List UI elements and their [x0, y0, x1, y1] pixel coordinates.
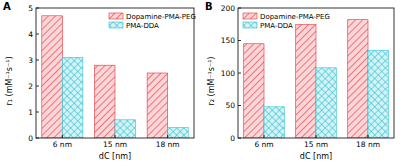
- y-tick-label: 100: [221, 69, 236, 78]
- y-tick-label: 200: [221, 4, 236, 13]
- legend-label: PMA-DDA: [260, 22, 293, 30]
- bar: [168, 128, 189, 138]
- legend-label: Dopamine-PMA-PEG: [126, 13, 196, 21]
- y-tick: [36, 138, 39, 139]
- x-tick-label: 15 nm: [103, 140, 127, 149]
- figure: 0 1 2 3 4 5 6 nm 15 nm 18 nm dC [nm] r₁ (mM⁻¹s⁻¹) A…: [0, 0, 400, 165]
- panel: 0 1 2 3 4 5 6 nm 15 nm 18 nm dC [nm] r₁ (mM⁻¹s⁻¹) A…: [3, 1, 196, 161]
- y-tick-label: 50: [225, 101, 235, 110]
- plot-frame: [36, 8, 194, 138]
- bar: [94, 65, 115, 138]
- y-tick: [238, 40, 241, 41]
- bar: [115, 120, 136, 138]
- legend: Dopamine-PMA-PEGPMA-DDA: [243, 13, 330, 30]
- bar: [296, 24, 316, 138]
- panel-title: B: [205, 1, 213, 12]
- y-tick: [36, 86, 39, 87]
- bar: [147, 73, 168, 138]
- bar: [42, 16, 63, 138]
- legend-swatch: [109, 22, 123, 28]
- y-axis-label: r₁ (mM⁻¹s⁻¹): [5, 56, 14, 105]
- x-tick: [368, 135, 369, 138]
- plot-frame: [238, 8, 394, 138]
- x-tick-label: 18 nm: [156, 140, 180, 149]
- y-tick-label: 3: [28, 56, 33, 65]
- legend-label: Dopamine-PMA-PEG: [260, 13, 330, 21]
- y-tick-label: 0: [230, 134, 235, 143]
- x-tick: [62, 135, 63, 138]
- bar: [264, 107, 284, 138]
- x-axis-label: dC [nm]: [99, 152, 131, 161]
- x-tick-label: 6 nm: [53, 140, 72, 149]
- x-axis-label: dC [nm]: [300, 152, 332, 161]
- bar: [244, 44, 264, 138]
- bar: [62, 57, 83, 138]
- y-tick-label: 1: [28, 108, 33, 117]
- y-tick: [238, 105, 241, 106]
- legend-swatch: [109, 13, 123, 19]
- bars: [244, 20, 389, 138]
- y-tick-label: 4: [28, 30, 33, 39]
- bar: [316, 68, 336, 138]
- legend-label: PMA-DDA: [126, 22, 159, 30]
- x-tick: [316, 135, 317, 138]
- x-tick: [115, 135, 116, 138]
- bars: [42, 16, 188, 138]
- x-tick-label: 6 nm: [254, 140, 273, 149]
- x-tick: [264, 135, 265, 138]
- legend: Dopamine-PMA-PEGPMA-DDA: [109, 13, 196, 30]
- y-tick: [238, 138, 241, 139]
- y-tick-label: 2: [28, 82, 33, 91]
- y-tick-label: 0: [28, 134, 33, 143]
- panel: 0 50 100 150 200 6 nm 15 nm 18 nm dC [nm] r₂ (mM⁻…: [205, 1, 394, 161]
- x-tick-label: 15 nm: [304, 140, 328, 149]
- y-tick: [238, 73, 241, 74]
- y-axis-label: r₂ (mM⁻¹s⁻¹): [207, 56, 216, 105]
- y-tick: [36, 112, 39, 113]
- legend-swatch: [243, 22, 257, 28]
- y-tick: [36, 34, 39, 35]
- legend-swatch: [243, 13, 257, 19]
- bar: [368, 50, 388, 138]
- y-tick-label: 5: [28, 4, 33, 13]
- bar: [348, 20, 368, 138]
- x-tick: [167, 135, 168, 138]
- y-tick-label: 150: [221, 36, 236, 45]
- y-tick: [36, 60, 39, 61]
- panel-title: A: [3, 1, 11, 12]
- x-tick-label: 18 nm: [356, 140, 380, 149]
- y-tick: [36, 8, 39, 9]
- y-tick: [238, 8, 241, 9]
